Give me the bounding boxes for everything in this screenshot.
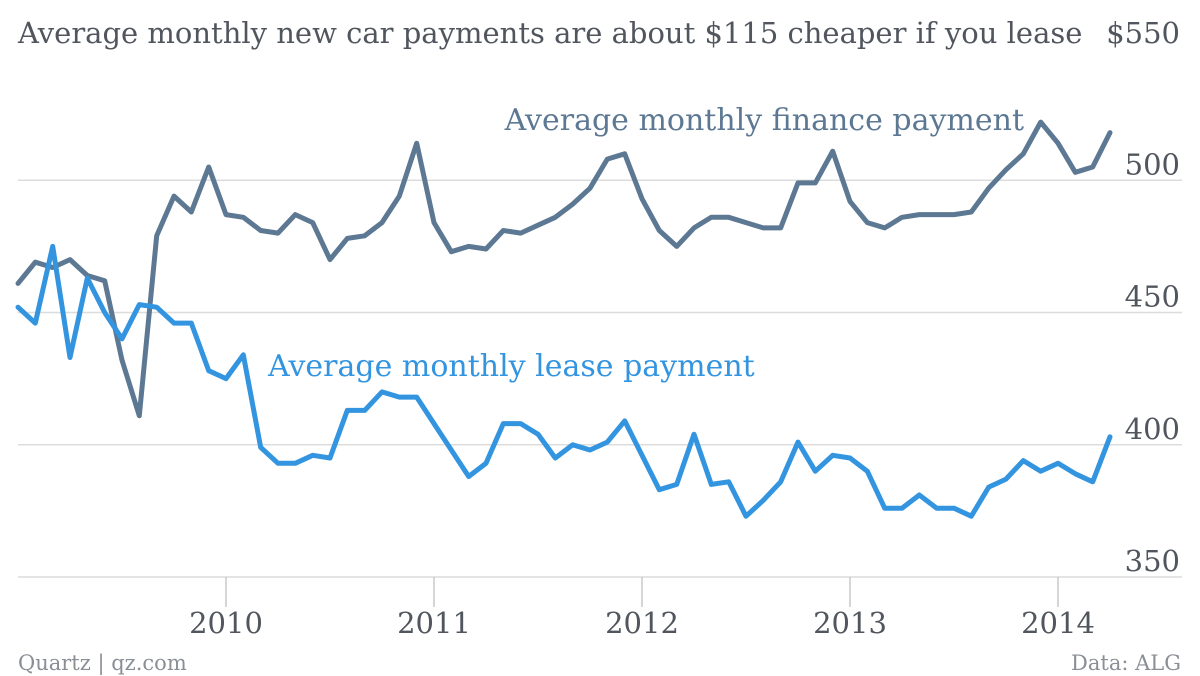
- y-tick-label: 500: [1125, 147, 1180, 181]
- lease-payment-line: [15, 243, 1113, 519]
- y-tick-label: 400: [1125, 412, 1180, 446]
- x-tick-label: 2011: [397, 606, 471, 640]
- series-lines: [15, 119, 1113, 519]
- x-tick-label: 2010: [189, 606, 263, 640]
- finance-payment-line: [15, 119, 1113, 419]
- y-tick-label: $550: [1106, 16, 1180, 50]
- series-label-lease: Average monthly lease payment: [267, 349, 755, 384]
- y-axis: $550 500 450 400 350: [1106, 16, 1180, 578]
- chart-title: Average monthly new car payments are abo…: [17, 16, 1082, 50]
- y-tick-label: 450: [1125, 280, 1180, 314]
- series-label-finance: Average monthly finance payment: [504, 103, 1024, 138]
- source-credit: Quartz | qz.com: [18, 651, 187, 676]
- x-axis: 2010 2011 2012 2013 2014: [189, 577, 1095, 640]
- y-tick-label: 350: [1125, 544, 1180, 578]
- x-tick-label: 2013: [813, 606, 887, 640]
- x-tick-label: 2014: [1021, 606, 1095, 640]
- data-credit: Data: ALG: [1071, 651, 1181, 675]
- x-tick-label: 2012: [605, 606, 679, 640]
